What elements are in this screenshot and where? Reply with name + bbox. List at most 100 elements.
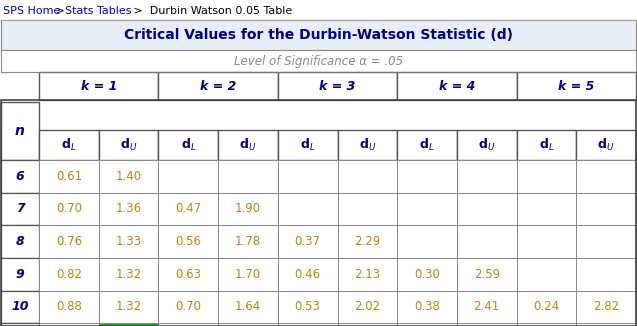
Text: 1.32: 1.32 xyxy=(115,268,141,281)
Bar xyxy=(397,130,457,160)
Bar xyxy=(278,258,338,291)
Text: d$_U$: d$_U$ xyxy=(598,137,615,153)
Text: d$_L$: d$_L$ xyxy=(539,137,554,153)
Text: 1.64: 1.64 xyxy=(235,301,261,314)
Bar xyxy=(397,323,457,326)
Text: 2.41: 2.41 xyxy=(474,301,500,314)
Text: k = 2: k = 2 xyxy=(200,80,236,93)
Text: Stats Tables: Stats Tables xyxy=(65,6,131,16)
Text: 2.13: 2.13 xyxy=(354,268,380,281)
Text: 0.63: 0.63 xyxy=(175,268,201,281)
Bar xyxy=(1,20,636,50)
Bar xyxy=(159,193,218,225)
Bar xyxy=(39,291,99,323)
Text: k = 4: k = 4 xyxy=(439,80,475,93)
Text: >  Durbin Watson 0.05 Table: > Durbin Watson 0.05 Table xyxy=(130,6,292,16)
Text: 1.36: 1.36 xyxy=(115,202,141,215)
Bar xyxy=(99,193,159,225)
Text: Critical Values for the Durbin-Watson Statistic (d): Critical Values for the Durbin-Watson St… xyxy=(124,28,513,42)
Text: d$_U$: d$_U$ xyxy=(240,137,257,153)
Text: 0.53: 0.53 xyxy=(295,301,320,314)
Bar xyxy=(397,291,457,323)
Bar xyxy=(338,193,397,225)
Bar xyxy=(1,160,39,193)
Text: 7: 7 xyxy=(16,202,24,215)
Bar xyxy=(1,193,39,225)
Bar xyxy=(517,225,576,258)
Text: 0.70: 0.70 xyxy=(175,301,201,314)
Text: k = 5: k = 5 xyxy=(558,80,594,93)
Text: >: > xyxy=(52,6,68,16)
Bar xyxy=(457,193,517,225)
Bar xyxy=(517,258,576,291)
Text: 0.56: 0.56 xyxy=(175,235,201,248)
Bar xyxy=(278,323,338,326)
Text: 0.30: 0.30 xyxy=(414,268,440,281)
Bar xyxy=(1,323,39,326)
Bar xyxy=(218,160,278,193)
Bar xyxy=(576,130,636,160)
Bar xyxy=(517,160,576,193)
Text: d$_L$: d$_L$ xyxy=(180,137,196,153)
Bar xyxy=(517,130,576,160)
Text: 2.02: 2.02 xyxy=(354,301,380,314)
Text: 2.29: 2.29 xyxy=(354,235,380,248)
Bar xyxy=(159,130,218,160)
Text: 0.88: 0.88 xyxy=(56,301,82,314)
Text: 0.61: 0.61 xyxy=(56,170,82,183)
Bar xyxy=(39,323,99,326)
Bar xyxy=(99,130,159,160)
Bar xyxy=(218,258,278,291)
Bar xyxy=(99,323,159,326)
Bar xyxy=(1,258,39,291)
Bar xyxy=(517,323,576,326)
Text: k = 3: k = 3 xyxy=(319,80,355,93)
Bar xyxy=(39,160,99,193)
Bar xyxy=(1,50,636,72)
Bar xyxy=(1,130,39,188)
Bar xyxy=(397,258,457,291)
Bar xyxy=(457,160,517,193)
Text: 8: 8 xyxy=(16,235,24,248)
Text: d$_U$: d$_U$ xyxy=(478,137,496,153)
Text: 1.78: 1.78 xyxy=(235,235,261,248)
Bar xyxy=(159,258,218,291)
Text: d$_U$: d$_U$ xyxy=(359,137,376,153)
Bar xyxy=(278,130,338,160)
Text: 1.33: 1.33 xyxy=(115,235,141,248)
Text: k = 1: k = 1 xyxy=(80,80,117,93)
Bar xyxy=(100,325,157,326)
Text: 1.32: 1.32 xyxy=(115,301,141,314)
Bar xyxy=(338,323,397,326)
Bar xyxy=(1,102,39,160)
Text: 1.40: 1.40 xyxy=(115,170,141,183)
Bar xyxy=(397,160,457,193)
Bar xyxy=(338,130,397,160)
Bar xyxy=(1,291,39,323)
Bar xyxy=(99,258,159,291)
Bar xyxy=(517,193,576,225)
Bar xyxy=(159,160,218,193)
Bar xyxy=(218,130,278,160)
Bar xyxy=(159,323,218,326)
Text: d$_L$: d$_L$ xyxy=(61,137,76,153)
Bar xyxy=(278,225,338,258)
Bar xyxy=(39,225,99,258)
Bar xyxy=(576,193,636,225)
Text: d$_U$: d$_U$ xyxy=(120,137,137,153)
Bar xyxy=(576,291,636,323)
Bar xyxy=(397,72,517,100)
Bar xyxy=(99,160,159,193)
Bar xyxy=(1,225,39,258)
Bar xyxy=(1,20,636,72)
Text: Level of Significance α = .05: Level of Significance α = .05 xyxy=(234,54,403,67)
Bar xyxy=(457,130,517,160)
Text: 9: 9 xyxy=(16,268,24,281)
Bar xyxy=(159,72,278,100)
Bar xyxy=(39,258,99,291)
Bar xyxy=(397,193,457,225)
Bar xyxy=(278,72,397,100)
Text: 0.46: 0.46 xyxy=(294,268,320,281)
Bar xyxy=(278,193,338,225)
Text: 0.24: 0.24 xyxy=(533,301,559,314)
